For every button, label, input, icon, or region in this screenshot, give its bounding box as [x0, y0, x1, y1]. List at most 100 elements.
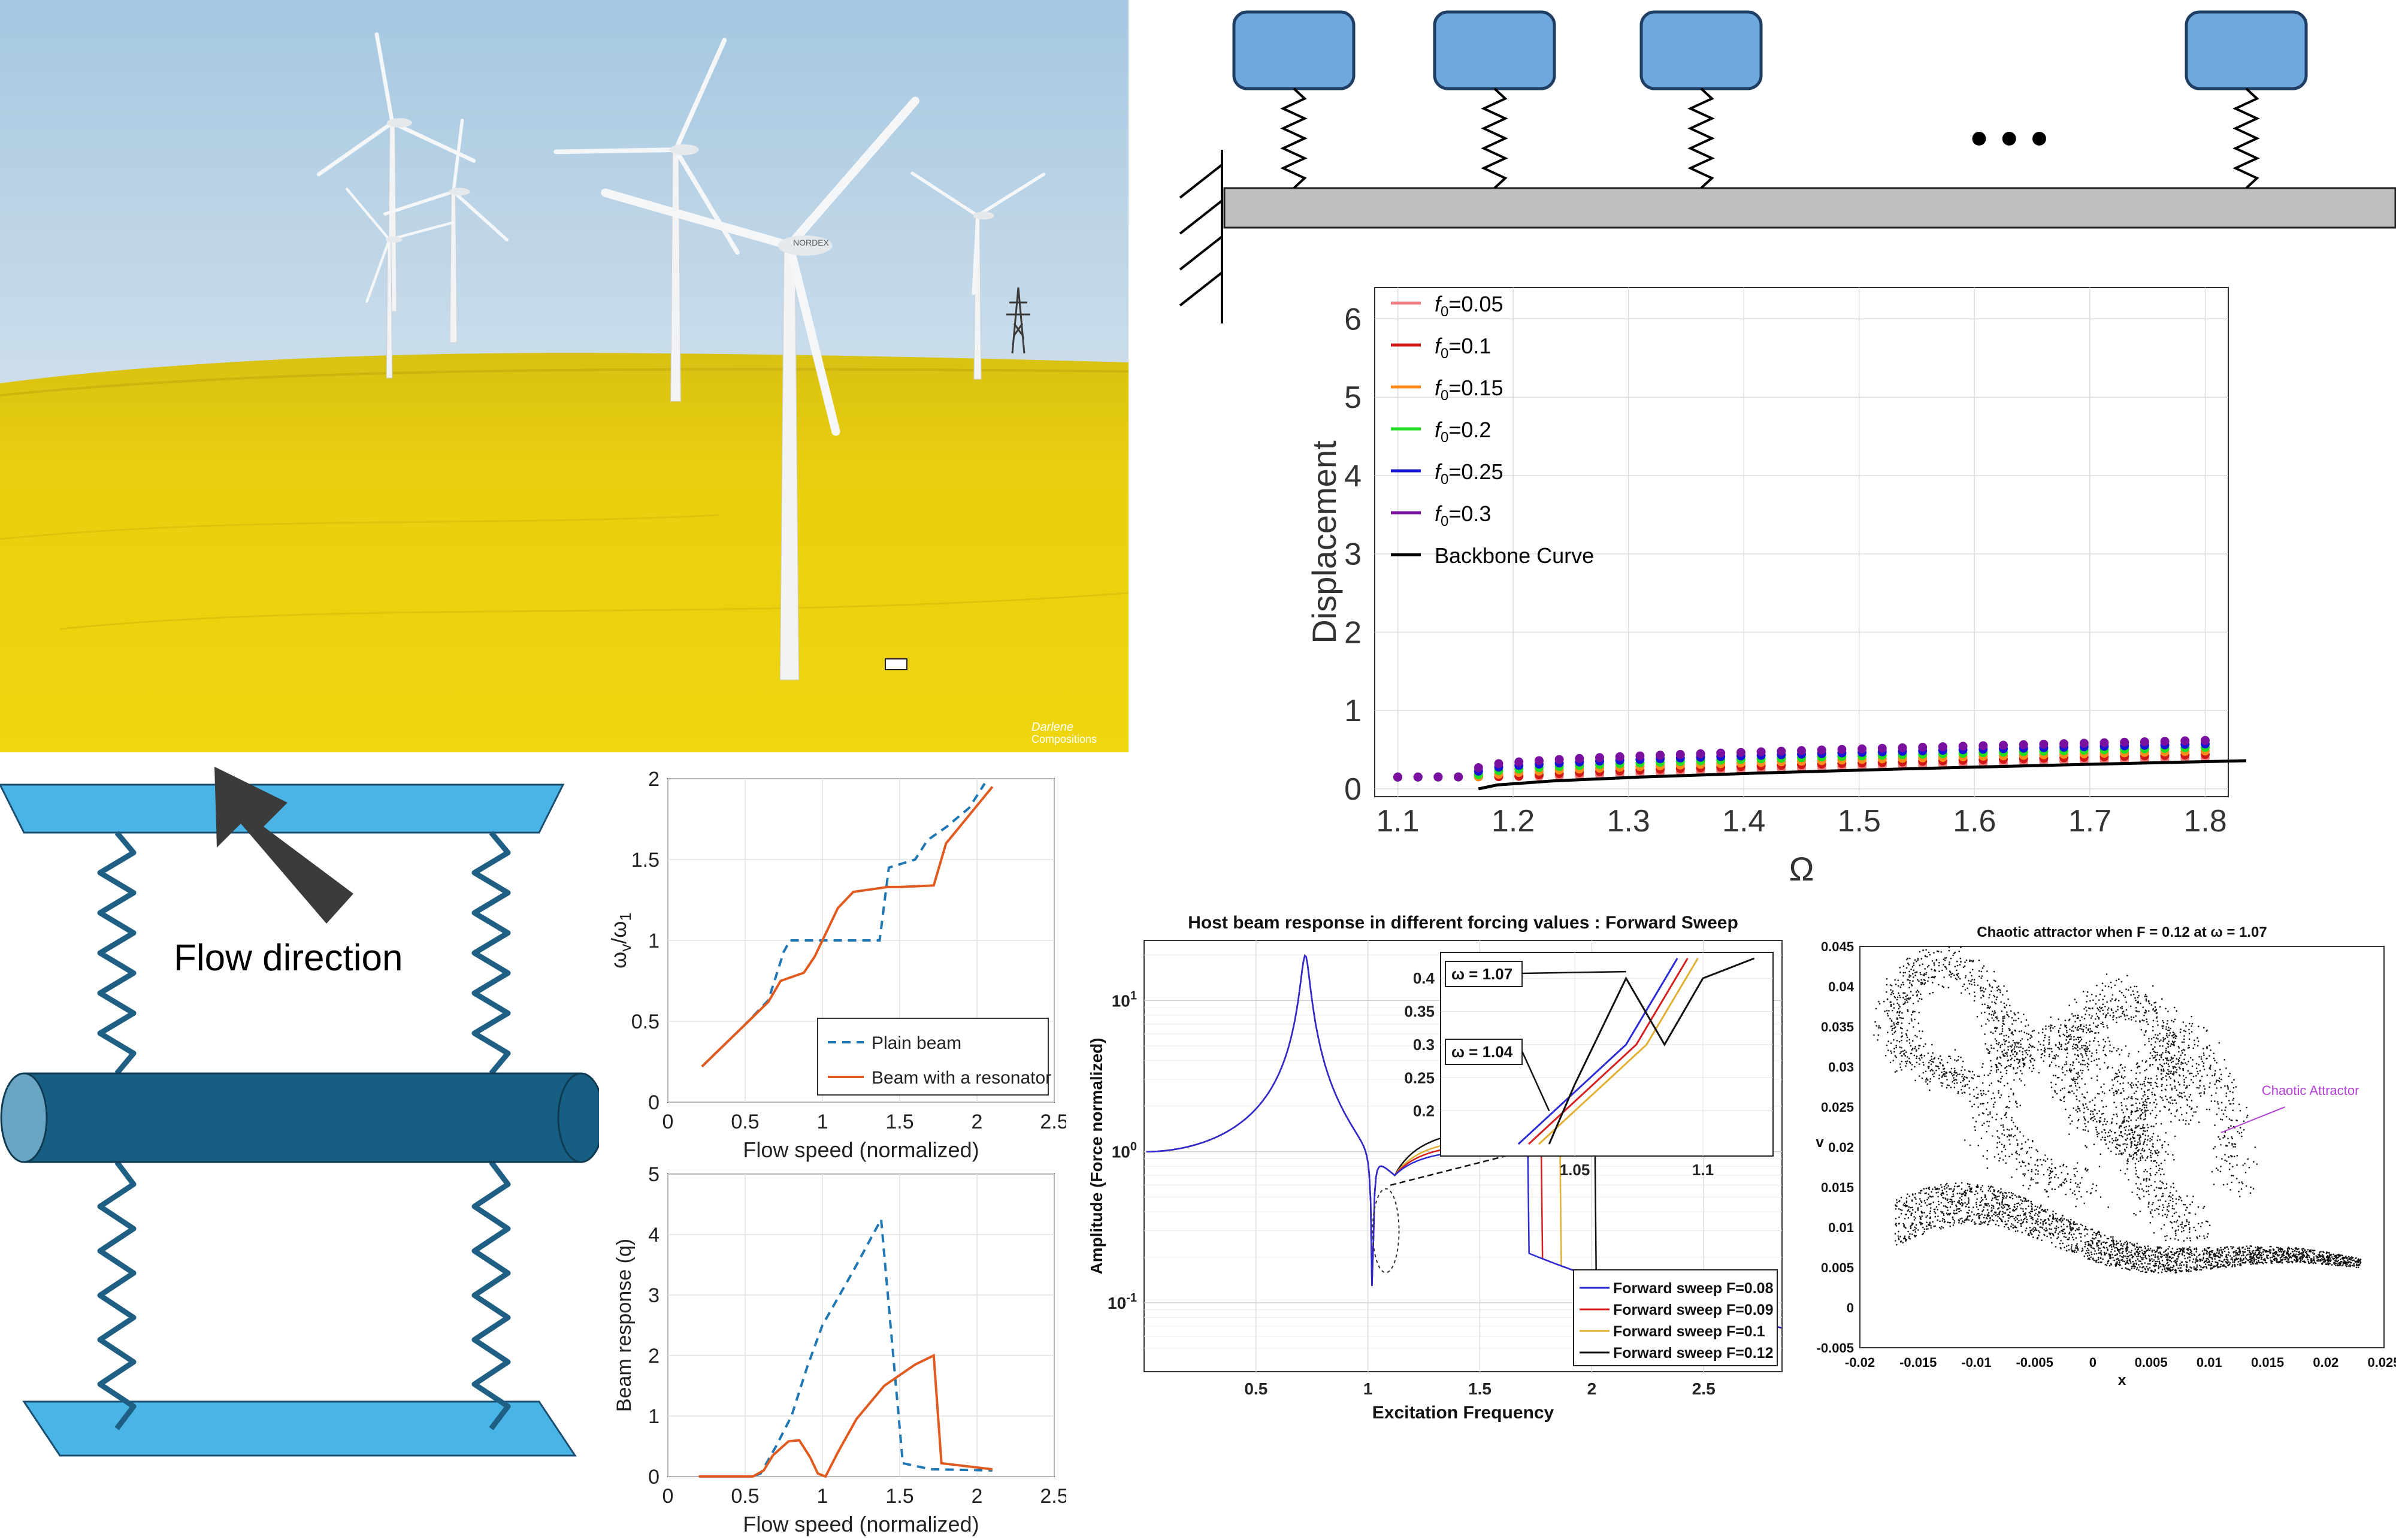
attractor-point [1938, 1074, 1940, 1076]
attractor-point [2192, 1261, 2194, 1263]
attractor-point [2129, 1242, 2131, 1244]
y-tick-label: 2 [648, 768, 659, 791]
attractor-point [2005, 1112, 2007, 1114]
attractor-point [1999, 1046, 2001, 1048]
y-tick-label: 0.04 [1828, 979, 1855, 994]
attractor-point [2059, 1242, 2061, 1245]
attractor-point [1949, 1225, 1951, 1227]
attractor-point [1922, 963, 1923, 965]
attractor-point [1986, 1120, 1988, 1123]
attractor-point [2156, 1161, 2158, 1164]
attractor-point [2238, 1190, 2240, 1193]
attractor-point [1999, 991, 2001, 993]
attractor-point [2061, 1185, 2062, 1187]
attractor-point [2134, 1140, 2136, 1142]
attractor-point [2182, 1119, 2185, 1121]
attractor-point [2210, 1100, 2212, 1102]
attractor-point [2017, 1143, 2019, 1145]
attractor-point [2140, 1157, 2141, 1158]
attractor-point [1908, 1022, 1910, 1025]
attractor-point [2016, 1102, 2018, 1105]
attractor-point [2018, 1220, 2020, 1222]
turbine-nacelle [778, 235, 833, 256]
attractor-point [2243, 1254, 2244, 1257]
attractor-point [2220, 1263, 2222, 1266]
attractor-point [2228, 1264, 2230, 1266]
attractor-point [1925, 1216, 1927, 1218]
attractor-point [2108, 1264, 2111, 1267]
attractor-point [2029, 1055, 2031, 1057]
attractor-point [2104, 1132, 2107, 1134]
attractor-point [2010, 1223, 2013, 1225]
attractor-point [1933, 962, 1935, 964]
attractor-point [2022, 1066, 2025, 1068]
beam-schematic: • • • [1174, 0, 2396, 335]
attractor-point [2141, 1149, 2143, 1151]
attractor-point [2019, 1196, 2022, 1198]
attractor-point [2029, 1212, 2032, 1215]
attractor-point [2018, 1030, 2020, 1033]
attractor-point [2050, 1026, 2052, 1028]
attractor-point [2079, 1040, 2082, 1042]
attractor-point [2106, 1238, 2108, 1240]
attractor-point [2120, 1248, 2122, 1250]
attractor-point [2140, 1110, 2142, 1112]
attractor-point [2010, 1046, 2013, 1048]
attractor-point [2180, 1224, 2182, 1226]
attractor-point [1995, 1003, 1997, 1005]
attractor-point [2028, 1067, 2031, 1069]
attractor-point [2146, 1069, 2147, 1070]
attractor-point [2088, 1243, 2089, 1245]
attractor-point [2095, 1032, 2096, 1034]
attractor-point [2159, 1252, 2161, 1254]
field-ridge [0, 368, 1129, 397]
attractor-point [2198, 1025, 2200, 1027]
attractor-point [2021, 1147, 2023, 1149]
attractor-point [2137, 1258, 2139, 1260]
attractor-point [2244, 1256, 2247, 1258]
attractor-point [1906, 994, 1908, 996]
attractor-point [2128, 1154, 2131, 1155]
attractor-point [1954, 1079, 1956, 1081]
attractor-point [1961, 1076, 1963, 1078]
attractor-point [2137, 1087, 2138, 1088]
attractor-point [1968, 1206, 1970, 1209]
attractor-point [2171, 1087, 2173, 1090]
attractor-point [2097, 1245, 2099, 1246]
attractor-point [2126, 1143, 2128, 1145]
attractor-point [2228, 1100, 2230, 1102]
attractor-point [2225, 1261, 2227, 1263]
attractor-point [2183, 1049, 2186, 1051]
attractor-point [1954, 951, 1956, 954]
attractor-point [1940, 1228, 1942, 1230]
attractor-point [1893, 1031, 1896, 1034]
attractor-point [1937, 1188, 1939, 1190]
attractor-point [2125, 1129, 2126, 1131]
attractor-point [1955, 1182, 1957, 1184]
attractor-point [1945, 1198, 1947, 1200]
attractor-point [1962, 1202, 1964, 1205]
attractor-point [1956, 1193, 1959, 1194]
attractor-point [2017, 1214, 2020, 1217]
attractor-point [2171, 1089, 2173, 1091]
attractor-point [2206, 1074, 2209, 1076]
attractor-point [2085, 1103, 2087, 1105]
attractor-point [2155, 1260, 2156, 1263]
attractor-point [2149, 1137, 2151, 1140]
attractor-point [1980, 1197, 1983, 1199]
attractor-point [2173, 1034, 2174, 1036]
attractor-point [2095, 1058, 2098, 1060]
attractor-point [2152, 1216, 2153, 1218]
attractor-point [2159, 1173, 2162, 1175]
attractor-point [2174, 1230, 2176, 1232]
attractor-point [2000, 1124, 2002, 1127]
attractor-point [2087, 1169, 2089, 1170]
resonator-masses [1232, 10, 2308, 189]
attractor-point [2118, 1263, 2120, 1266]
y-tick-label: 1 [648, 1405, 659, 1428]
attractor-point [2147, 1206, 2149, 1208]
x-tick-label: 0.005 [2135, 1355, 2168, 1370]
attractor-point [2024, 1050, 2026, 1052]
attractor-point [2262, 1263, 2264, 1264]
attractor-point [1961, 1069, 1962, 1072]
